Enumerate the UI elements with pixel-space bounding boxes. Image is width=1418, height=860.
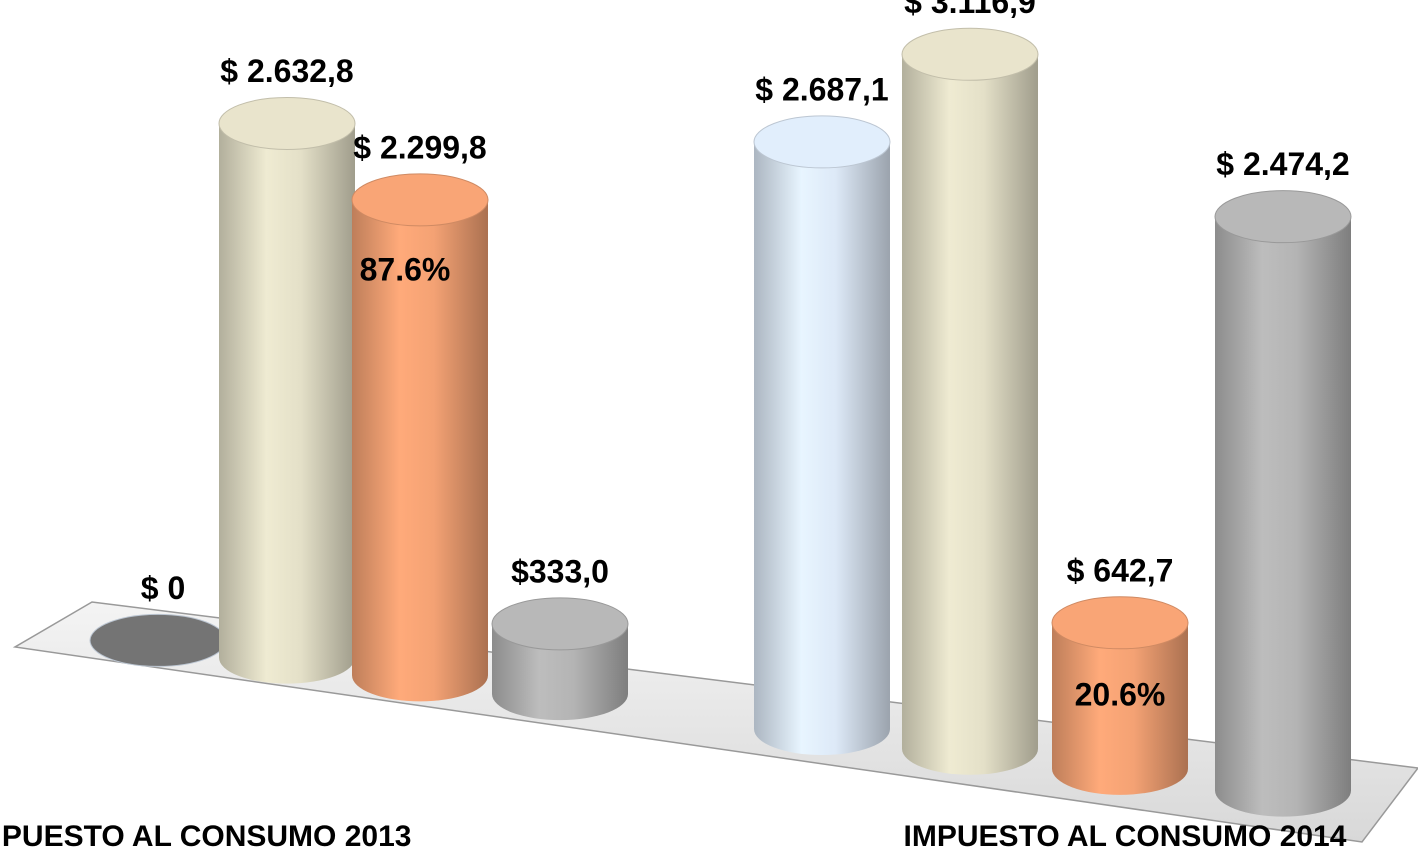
cylinder [492,623,628,721]
category-label: IMPUESTO AL CONSUMO 2013 [0,820,411,853]
cylinder-top [218,96,356,150]
cylinder-top [351,173,489,227]
cylinder-top [901,27,1039,81]
cylinder-top [491,597,629,651]
cylinder [1215,216,1351,817]
cylinder-top [89,613,227,667]
category-label: IMPUESTO AL CONSUMO 2014 [904,820,1347,853]
cylinder [902,54,1038,775]
value-label: $ 642,7 [1067,552,1174,588]
annotation: 87.6% [360,251,451,287]
value-label: $ 0 [141,570,185,606]
cylinder [1052,622,1188,795]
cylinder [352,199,488,702]
cylinder [754,141,890,756]
value-label: $ 3.116,9 [904,0,1036,20]
value-label: $ 2.632,8 [220,53,353,89]
cylinder [219,123,355,684]
annotation: 20.6% [1075,676,1166,712]
cylinder-top [1051,596,1189,650]
value-label: $ 2.299,8 [353,129,486,165]
cylinder-top [1214,190,1352,244]
value-label: $333,0 [511,553,609,589]
value-label: $ 2.474,2 [1216,146,1349,182]
cylinder-top [753,115,891,169]
value-label: $ 2.687,1 [755,71,888,107]
